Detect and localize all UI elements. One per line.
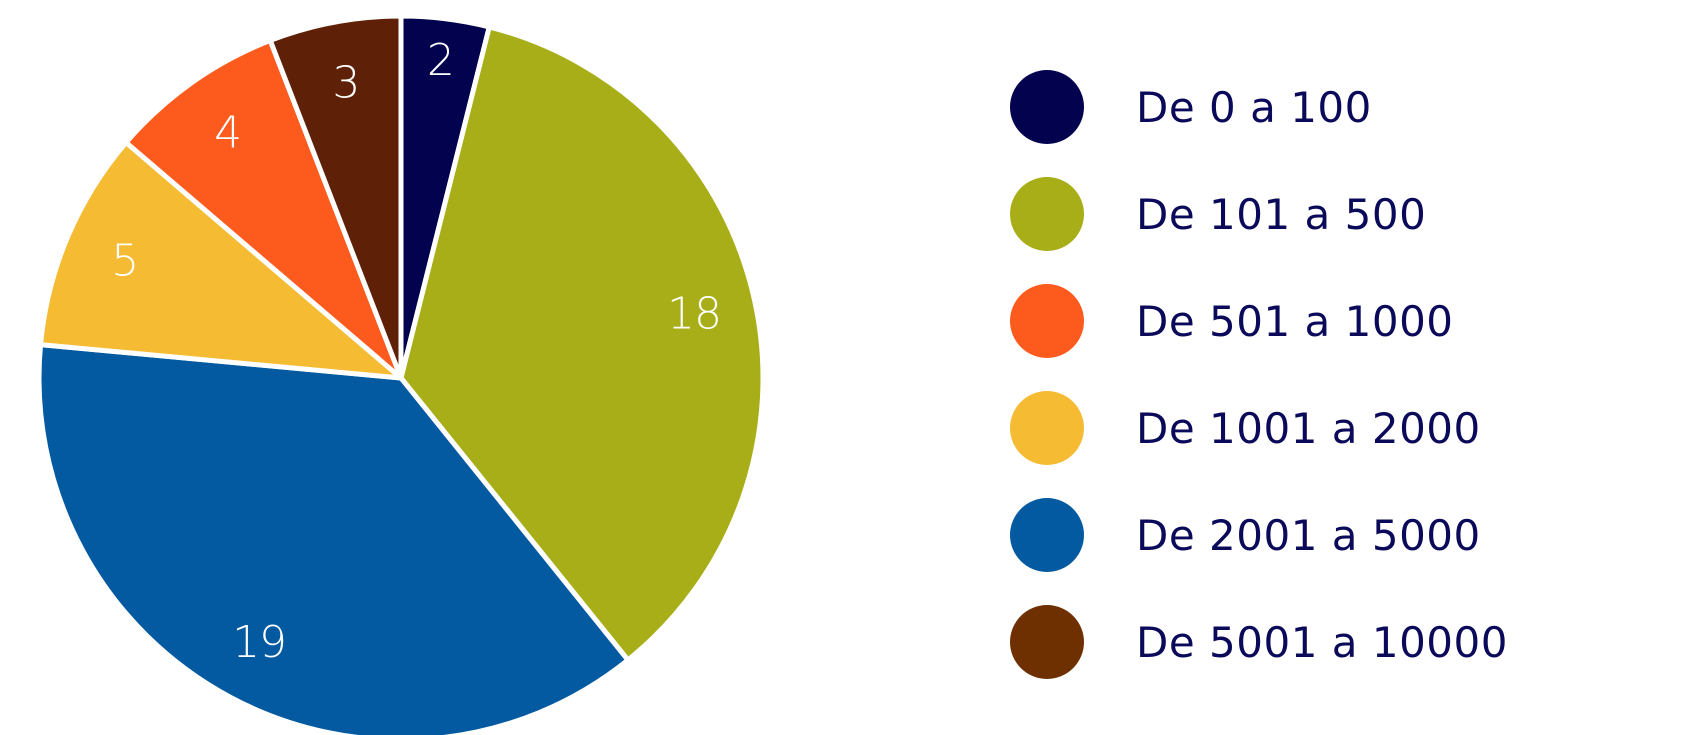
pie-data-label: 3 — [332, 58, 359, 109]
legend-label: De 501 a 1000 — [1136, 296, 1454, 346]
legend-swatch — [1010, 177, 1084, 251]
legend-label: De 1001 a 2000 — [1136, 403, 1481, 453]
legend-swatch — [1010, 605, 1084, 679]
legend-label: De 5001 a 10000 — [1136, 617, 1508, 667]
pie-slices — [36, 13, 766, 735]
pie-slice — [398, 24, 766, 663]
pie-slice — [36, 342, 631, 735]
pie-data-label: 2 — [427, 35, 454, 86]
pie-slice — [123, 37, 404, 381]
pie-data-labels: 2 18 19 5 4 3 — [111, 35, 722, 668]
pie-data-label: 5 — [111, 236, 138, 287]
legend-item: De 0 a 100 — [1010, 70, 1372, 144]
legend-item: De 1001 a 2000 — [1010, 391, 1481, 465]
legend-swatch — [1010, 498, 1084, 572]
legend-label: De 2001 a 5000 — [1136, 510, 1481, 560]
legend-label: De 0 a 100 — [1136, 82, 1372, 132]
legend-item: De 101 a 500 — [1010, 177, 1426, 251]
legend-label: De 101 a 500 — [1136, 189, 1427, 239]
pie-slice — [267, 13, 404, 381]
pie-data-label: 4 — [214, 108, 241, 159]
pie-data-label: 19 — [232, 617, 286, 668]
legend-swatch — [1010, 284, 1084, 358]
legend-item: De 2001 a 5000 — [1010, 498, 1481, 572]
legend-swatch — [1010, 391, 1084, 465]
legend-swatch — [1010, 70, 1084, 144]
legend-item: De 5001 a 10000 — [1010, 605, 1508, 679]
pie-data-label: 18 — [667, 288, 721, 339]
pie-slice — [38, 139, 404, 381]
legend-item: De 501 a 1000 — [1010, 284, 1454, 358]
